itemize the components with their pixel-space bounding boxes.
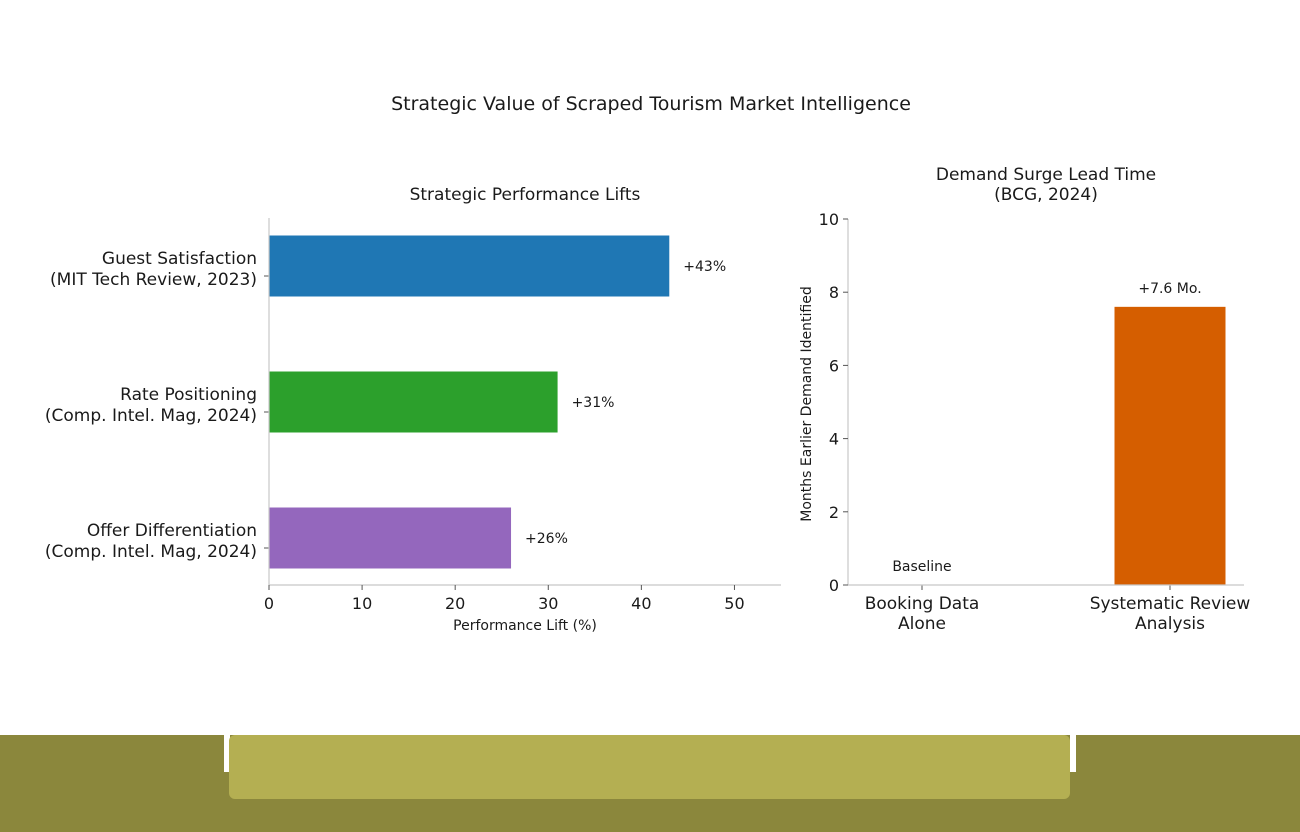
y-tick-label: Rate Positioning xyxy=(120,385,257,405)
footer-center-panel xyxy=(229,735,1070,799)
data-label: Baseline xyxy=(892,559,951,575)
y-tick-label: (Comp. Intel. Mag, 2024) xyxy=(45,542,257,562)
data-label: +43% xyxy=(683,259,726,275)
footer-divider-right xyxy=(1070,735,1076,772)
x-tick-label: 0 xyxy=(264,594,274,613)
y-tick-label: 10 xyxy=(819,210,839,229)
subplot-title: (BCG, 2024) xyxy=(994,185,1098,205)
data-label: +7.6 Mo. xyxy=(1138,281,1201,297)
x-tick-label: Analysis xyxy=(1135,614,1205,634)
bar xyxy=(269,371,558,433)
y-tick-label: 2 xyxy=(829,503,839,522)
x-tick-label: Systematic Review xyxy=(1090,594,1251,614)
y-tick-label: Offer Differentiation xyxy=(87,521,257,541)
footer-divider-left xyxy=(224,735,230,772)
footer-left-panel xyxy=(0,735,224,772)
y-tick-label: (MIT Tech Review, 2023) xyxy=(50,270,257,290)
x-tick-label: 40 xyxy=(631,594,651,613)
footer-right-panel xyxy=(1075,735,1300,772)
subplot-title: Strategic Performance Lifts xyxy=(410,185,641,205)
x-tick-label: Booking Data xyxy=(865,594,980,614)
x-tick-label: 30 xyxy=(538,594,558,613)
data-label: +26% xyxy=(525,531,568,547)
x-tick-label: 50 xyxy=(724,594,744,613)
x-tick-label: 10 xyxy=(352,594,372,613)
y-tick-label: Guest Satisfaction xyxy=(102,249,257,269)
y-tick-label: 0 xyxy=(829,576,839,595)
y-tick-label: 6 xyxy=(829,356,839,375)
bar xyxy=(1114,306,1226,585)
bar xyxy=(269,507,512,569)
figure-title: Strategic Value of Scraped Tourism Marke… xyxy=(391,93,911,115)
y-tick-label: 4 xyxy=(829,430,839,449)
x-axis-label: Performance Lift (%) xyxy=(453,618,597,634)
data-label: +31% xyxy=(572,395,615,411)
performance-lifts-chart: Strategic Performance Lifts +43% Guest Sat… xyxy=(45,185,781,634)
bar xyxy=(269,235,670,297)
subplot-title: Demand Surge Lead Time xyxy=(936,165,1156,185)
y-axis-label: Months Earlier Demand Identified xyxy=(799,286,815,521)
y-tick-label: (Comp. Intel. Mag, 2024) xyxy=(45,406,257,426)
demand-lead-time-chart: Demand Surge Lead Time(BCG, 2024) Baselin… xyxy=(799,165,1250,634)
x-tick-label: 20 xyxy=(445,594,465,613)
y-tick-label: 8 xyxy=(829,283,839,302)
x-tick-label: Alone xyxy=(898,614,946,634)
